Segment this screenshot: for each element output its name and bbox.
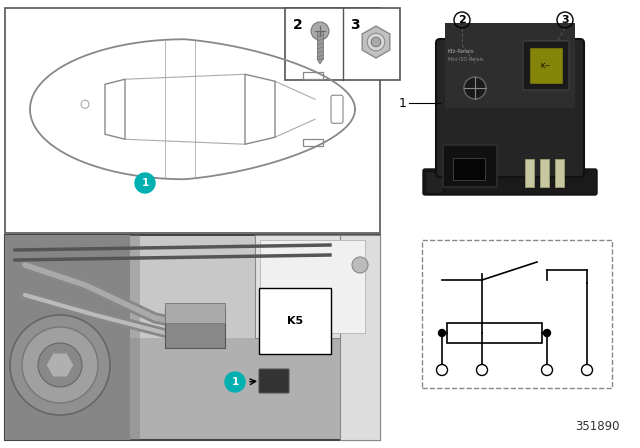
Bar [447, 323, 542, 343]
Bar [445, 23, 575, 108]
Bar [255, 235, 370, 338]
Circle shape [464, 77, 486, 99]
Circle shape [135, 173, 155, 193]
Bar [165, 308, 225, 348]
Polygon shape [362, 26, 390, 58]
Text: K5: K5 [287, 316, 303, 326]
Text: 3: 3 [561, 15, 569, 25]
Text: 1: 1 [399, 96, 407, 109]
Bar [317, 31, 323, 59]
FancyBboxPatch shape [443, 145, 497, 187]
FancyBboxPatch shape [259, 369, 289, 393]
Bar [540, 159, 549, 187]
Circle shape [543, 329, 550, 336]
Text: 2: 2 [293, 18, 303, 32]
FancyBboxPatch shape [523, 41, 569, 90]
Bar [453, 158, 485, 180]
Bar [5, 235, 140, 440]
Text: 1: 1 [141, 178, 148, 188]
Bar [260, 240, 365, 333]
Text: K~: K~ [541, 63, 551, 69]
FancyBboxPatch shape [436, 39, 584, 177]
Bar [530, 48, 562, 83]
Circle shape [22, 327, 98, 403]
Bar [555, 159, 564, 187]
Bar [165, 303, 225, 323]
Circle shape [367, 33, 385, 51]
Bar [5, 8, 380, 233]
Circle shape [311, 22, 329, 40]
Text: Kfz-Relais: Kfz-Relais [447, 48, 474, 53]
Circle shape [438, 329, 445, 336]
Bar [5, 235, 130, 440]
Bar [5, 235, 380, 440]
Bar [5, 236, 380, 338]
Circle shape [10, 315, 110, 415]
FancyBboxPatch shape [423, 169, 597, 195]
Text: 1: 1 [232, 377, 239, 387]
Bar [303, 72, 323, 79]
Bar [422, 240, 612, 388]
Circle shape [371, 37, 381, 47]
Polygon shape [46, 353, 74, 377]
Text: 351890: 351890 [575, 420, 620, 433]
Text: 2: 2 [458, 15, 466, 25]
Text: Mini-ISO-Relais: Mini-ISO-Relais [447, 56, 483, 61]
Text: 3: 3 [351, 18, 360, 32]
Bar [303, 139, 323, 146]
Bar [425, 171, 443, 193]
Circle shape [38, 343, 82, 387]
Circle shape [225, 372, 245, 392]
Bar [525, 159, 534, 187]
Polygon shape [317, 59, 323, 64]
Bar [340, 235, 380, 440]
Circle shape [352, 257, 368, 273]
Bar [285, 8, 400, 80]
